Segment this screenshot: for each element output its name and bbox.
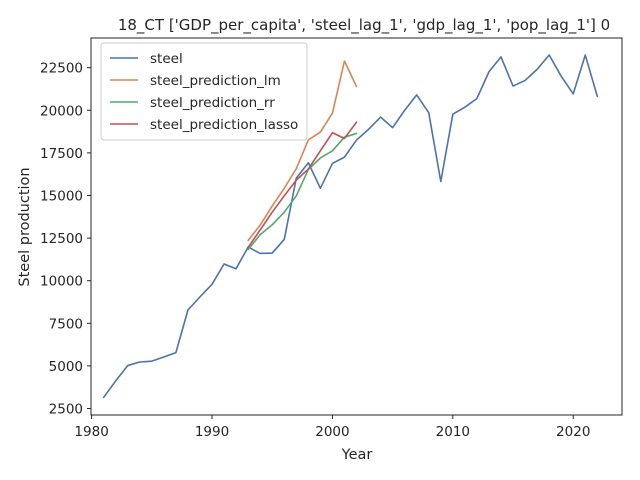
y-tick-label: 12500 (40, 231, 83, 247)
y-tick-label: 10000 (40, 274, 83, 290)
y-tick-label: 17500 (40, 146, 83, 162)
series-line-steel (102, 54, 599, 399)
x-tick-label: 1990 (195, 424, 229, 440)
legend-entry: steel_prediction_lasso (150, 117, 298, 133)
chart-title: 18_CT ['GDP_per_capita', 'steel_lag_1', … (118, 16, 610, 35)
y-tick-label: 22500 (40, 61, 83, 77)
y-axis-label: Steel production (17, 167, 33, 286)
y-tick-label: 2500 (49, 402, 83, 418)
x-tick-label: 2010 (436, 424, 470, 440)
x-tick-label: 1980 (74, 424, 108, 440)
plot-area: 1980 1990 2000 2010 2020 2500 5000 7500 10000 125… (40, 37, 623, 440)
x-axis-label: Year (341, 447, 373, 463)
series-line-steel-prediction-lasso (247, 121, 358, 249)
legend-entry: steel (150, 51, 183, 67)
plot-frame (90, 37, 623, 416)
legend-frame (100, 42, 308, 141)
legend-entry: steel_prediction_lm (150, 73, 281, 89)
y-tick-label: 7500 (49, 316, 83, 332)
y-tick-label: 15000 (40, 188, 83, 204)
y-tick-label: 5000 (49, 359, 83, 375)
x-tick-label: 2000 (315, 424, 349, 440)
y-tick-label: 20000 (40, 103, 83, 119)
legend-entry: steel_prediction_rr (150, 95, 275, 111)
series-line-steel-prediction-lm (247, 60, 358, 242)
x-tick-label: 2020 (556, 424, 590, 440)
series-line-steel-prediction-rr (247, 132, 358, 251)
legend: steel steel_prediction_lm steel_prediction… (100, 42, 308, 141)
